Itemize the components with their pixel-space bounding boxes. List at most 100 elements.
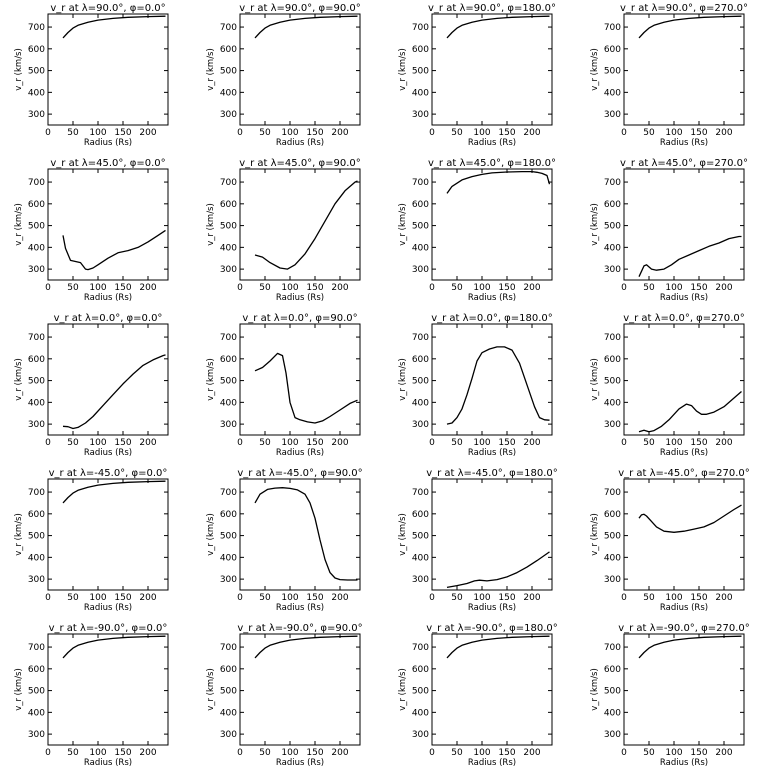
plot-frame — [47, 478, 169, 591]
plot-frame — [623, 633, 745, 746]
panel-title: v_r at λ=0.0°, φ=0.0° — [54, 313, 163, 324]
panel-title: v_r at λ=45.0°, φ=0.0° — [50, 158, 165, 169]
panel-2: v_r at λ=90.0°, φ=90.0° 0 50 100 150 200 300 40… — [206, 3, 361, 148]
series-line — [638, 391, 742, 433]
y-tick-label: 500 — [412, 67, 429, 77]
panel-title: v_r at λ=-45.0°, φ=180.0° — [426, 468, 558, 479]
y-tick-label: 600 — [28, 45, 45, 55]
plot-frame — [431, 168, 553, 281]
panel-15: v_r at λ=-45.0°, φ=180.0° 0 50 100 150 200 300… — [398, 468, 558, 613]
plot-frame — [239, 13, 361, 126]
series-line — [446, 635, 550, 659]
y-axis-label: v_r (km/s) — [590, 668, 600, 711]
y-tick-label: 600 — [604, 665, 621, 675]
x-tick-label: 200 — [331, 748, 348, 758]
y-tick-label: 400 — [412, 88, 429, 98]
y-tick-label: 400 — [604, 398, 621, 408]
plot-frame — [431, 478, 553, 591]
x-tick-label: 0 — [237, 128, 243, 138]
y-tick-label: 600 — [604, 510, 621, 520]
y-tick-label: 400 — [604, 553, 621, 563]
y-tick-label: 700 — [412, 643, 429, 653]
y-tick-label: 300 — [412, 575, 429, 585]
y-tick-label: 600 — [220, 665, 237, 675]
x-tick-label: 50 — [67, 748, 79, 758]
panel-20: v_r at λ=-90.0°, φ=270.0° 0 50 100 150 200 300… — [590, 623, 750, 768]
panel-title: v_r at λ=-90.0°, φ=90.0° — [237, 623, 362, 634]
x-tick-label: 200 — [523, 438, 540, 448]
x-tick-label: 100 — [473, 283, 490, 293]
panel-title: v_r at λ=0.0°, φ=180.0° — [431, 313, 553, 324]
x-tick-label: 150 — [498, 128, 515, 138]
y-tick-label: 600 — [28, 355, 45, 365]
y-tick-label: 700 — [220, 178, 237, 188]
y-tick-label: 600 — [604, 200, 621, 210]
x-tick-label: 100 — [281, 128, 298, 138]
y-tick-label: 500 — [220, 532, 237, 542]
y-tick-label: 500 — [28, 687, 45, 697]
y-tick-label: 700 — [220, 23, 237, 33]
x-tick-label: 200 — [523, 283, 540, 293]
x-tick-label: 50 — [643, 593, 655, 603]
y-tick-label: 700 — [604, 488, 621, 498]
x-tick-label: 0 — [429, 283, 435, 293]
y-tick-label: 300 — [220, 730, 237, 740]
x-tick-label: 100 — [665, 438, 682, 448]
x-tick-label: 200 — [331, 438, 348, 448]
panel-title: v_r at λ=-45.0°, φ=270.0° — [618, 468, 750, 479]
y-tick-label: 400 — [604, 708, 621, 718]
y-tick-label: 500 — [604, 377, 621, 387]
y-tick-label: 500 — [28, 532, 45, 542]
y-tick-label: 700 — [412, 178, 429, 188]
x-tick-label: 0 — [45, 748, 51, 758]
y-axis-label: v_r (km/s) — [398, 48, 408, 91]
y-axis-label: v_r (km/s) — [14, 48, 24, 91]
x-tick-label: 0 — [429, 748, 435, 758]
y-tick-label: 500 — [412, 377, 429, 387]
series-line — [638, 504, 742, 533]
y-axis-label: v_r (km/s) — [206, 358, 216, 401]
x-axis-label: Radius (Rs) — [276, 603, 324, 613]
x-axis-label: Radius (Rs) — [276, 448, 324, 458]
y-axis-label: v_r (km/s) — [206, 513, 216, 556]
y-tick-label: 600 — [28, 510, 45, 520]
y-tick-label: 400 — [604, 243, 621, 253]
y-tick-label: 300 — [220, 265, 237, 275]
y-tick-label: 300 — [220, 420, 237, 430]
plot-frame — [239, 323, 361, 436]
x-tick-label: 50 — [259, 283, 271, 293]
x-tick-label: 50 — [451, 748, 463, 758]
y-tick-label: 400 — [220, 243, 237, 253]
panel-11: v_r at λ=0.0°, φ=180.0° 0 50 100 150 200 300 40… — [398, 313, 553, 458]
x-tick-label: 50 — [259, 593, 271, 603]
series-line — [62, 229, 166, 271]
panel-12: v_r at λ=0.0°, φ=270.0° 0 50 100 150 200 300 40… — [590, 313, 745, 458]
x-axis-label: Radius (Rs) — [468, 138, 516, 148]
y-tick-label: 300 — [604, 420, 621, 430]
y-tick-label: 400 — [28, 553, 45, 563]
series-line — [638, 15, 742, 39]
y-tick-label: 400 — [220, 708, 237, 718]
y-tick-label: 500 — [412, 532, 429, 542]
y-tick-label: 600 — [220, 45, 237, 55]
x-tick-label: 200 — [715, 283, 732, 293]
series-line — [62, 354, 166, 430]
panel-19: v_r at λ=-90.0°, φ=180.0° 0 50 100 150 200 300… — [398, 623, 558, 768]
y-axis-label: v_r (km/s) — [398, 203, 408, 246]
plot-frame — [623, 13, 745, 126]
panel-title: v_r at λ=45.0°, φ=270.0° — [620, 158, 748, 169]
y-tick-label: 700 — [28, 333, 45, 343]
plot-frame — [239, 633, 361, 746]
x-tick-label: 150 — [498, 748, 515, 758]
series-line — [446, 346, 550, 425]
panel-9: v_r at λ=0.0°, φ=0.0° 0 50 100 150 200 300 400 5… — [14, 313, 169, 458]
x-tick-label: 200 — [139, 283, 156, 293]
y-tick-label: 700 — [604, 643, 621, 653]
plot-frame — [431, 13, 553, 126]
panel-4: v_r at λ=90.0°, φ=270.0° 0 50 100 150 200 300 4… — [590, 3, 748, 148]
x-tick-label: 0 — [45, 438, 51, 448]
x-axis-label: Radius (Rs) — [276, 293, 324, 303]
x-tick-label: 150 — [114, 438, 131, 448]
x-tick-label: 150 — [306, 438, 323, 448]
panel-8: v_r at λ=45.0°, φ=270.0° 0 50 100 150 200 300 4… — [590, 158, 748, 303]
